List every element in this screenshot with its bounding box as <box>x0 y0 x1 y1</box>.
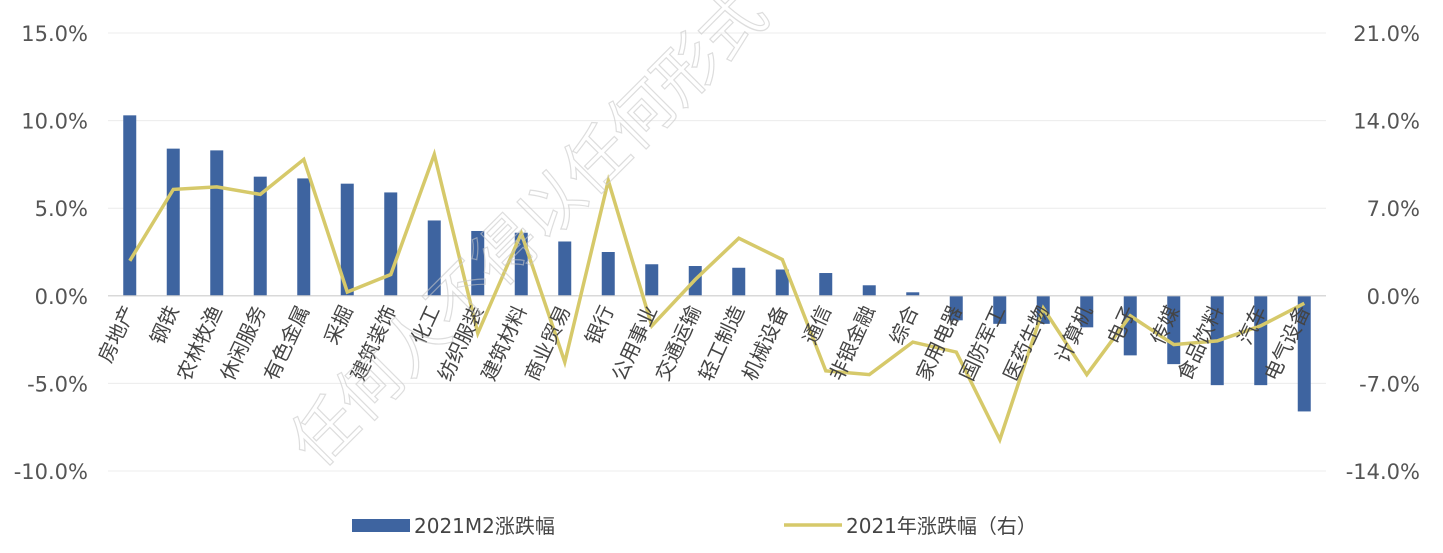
bar <box>602 252 615 296</box>
category-label: 钢铁 <box>145 302 184 348</box>
category-label: 通信 <box>798 302 837 348</box>
bar <box>863 285 876 296</box>
legend-bar-label: 2021M2涨跌幅 <box>414 514 555 538</box>
bar <box>819 273 832 296</box>
right-tick-label: -14.0% <box>1346 460 1420 484</box>
left-axis: 15.0% 10.0% 5.0% 0.0% -5.0% -10.0% <box>14 22 88 484</box>
right-tick-label: 21.0% <box>1353 22 1420 46</box>
left-tick-label: 0.0% <box>35 285 88 309</box>
category-label: 采掘 <box>319 302 358 348</box>
left-tick-label: -10.0% <box>14 460 88 484</box>
category-label: 银行 <box>580 302 619 348</box>
right-tick-label: 0.0% <box>1367 285 1420 309</box>
right-tick-label: 7.0% <box>1367 197 1420 221</box>
left-tick-label: 15.0% <box>21 22 88 46</box>
bar <box>123 115 136 295</box>
bar <box>297 178 310 295</box>
right-axis: 21.0% 14.0% 7.0% 0.0% -7.0% -14.0% <box>1346 22 1420 484</box>
category-label: 计算机 <box>1050 302 1097 367</box>
left-tick-label: 10.0% <box>21 110 88 134</box>
category-label: 综合 <box>885 302 924 348</box>
category-label: 房地产 <box>93 302 140 367</box>
bar <box>167 149 180 296</box>
right-tick-label: -7.0% <box>1359 372 1420 396</box>
bar <box>210 150 223 295</box>
bar <box>645 264 658 296</box>
legend-bar-swatch <box>352 519 410 532</box>
left-tick-label: 5.0% <box>35 197 88 221</box>
left-tick-label: -5.0% <box>27 372 88 396</box>
bar <box>732 268 745 296</box>
gridlines <box>108 33 1326 471</box>
bar <box>384 192 397 295</box>
legend-line-label: 2021年涨跌幅（右） <box>846 514 1037 538</box>
right-tick-label: 14.0% <box>1353 110 1420 134</box>
legend: 2021M2涨跌幅 2021年涨跌幅（右） <box>352 514 1037 538</box>
